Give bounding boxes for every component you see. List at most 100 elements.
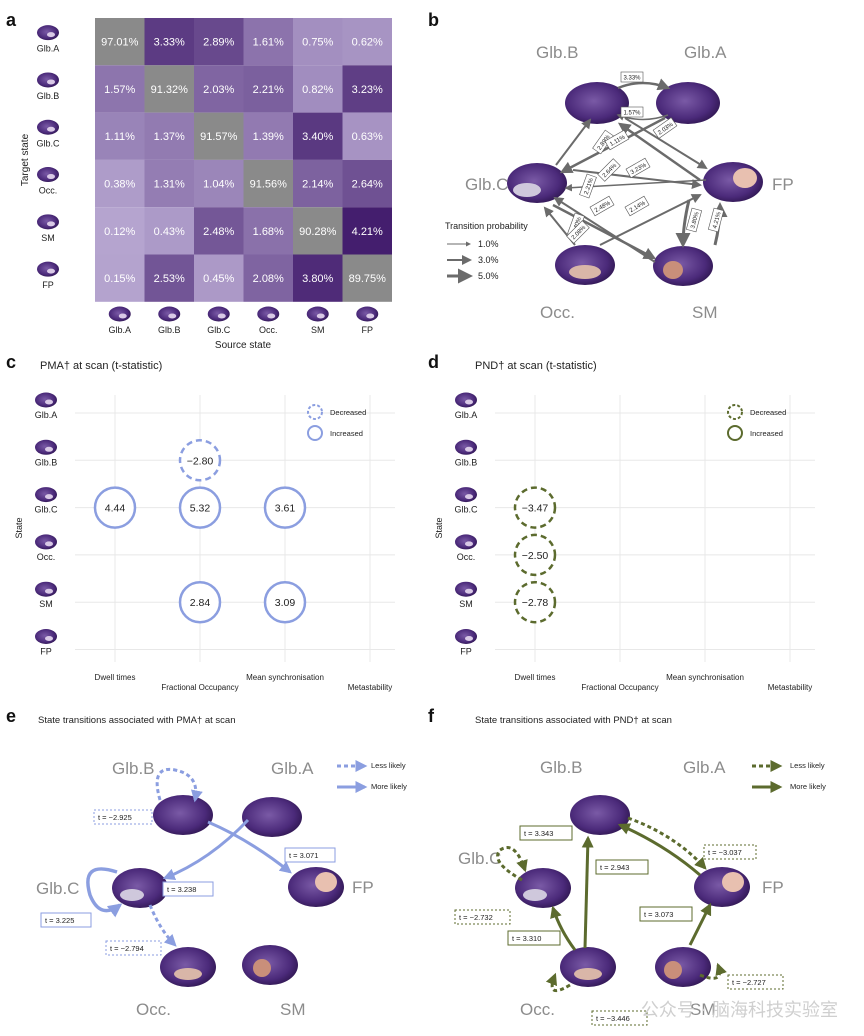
edge-label-text: 2.21% [584,177,596,196]
edge-arrow [617,78,671,91]
heatmap-cell [194,112,244,160]
state-label: FP [460,647,472,657]
edge-arrow [553,196,656,263]
watermark: 公众号 · 脑海科技实验室 [640,1000,838,1021]
state-label: Glb.B [455,457,478,467]
panel-letter-d: d [428,352,439,372]
brain-icon [555,245,615,285]
node-occ: Occ. [136,1000,171,1019]
heatmap-col-label: Glb.A [108,325,131,335]
node-glba: Glb.A [684,43,727,62]
edge-arrow [545,972,571,993]
heatmap-cell-label: 1.11% [105,131,136,143]
brain-icon [153,795,213,835]
label-box: t = 2.943 [595,859,649,875]
heatmap-cell-label: 0.12% [104,226,135,238]
brain-icon [35,392,57,408]
edge-arrow [148,904,177,947]
edge-arrow [550,905,577,951]
heatmap-xlabel: Source state [215,340,272,351]
heatmap-col-labels: Glb.A Glb.B Glb.C Occ. SM FP [108,306,379,335]
brain-icon [207,306,230,322]
heatmap-cell-label: 0.15% [104,273,135,285]
legend-decreased: Decreased [750,408,786,417]
stat-point-label: 4.44 [105,503,126,515]
heatmap-cell-label: 2.64% [352,178,383,190]
node-fp: FP [762,878,784,897]
legend-item: 1.0% [478,239,499,249]
brain-icon [455,439,477,455]
edge-arrow [599,194,702,246]
node-glbc: Glb.C [465,175,508,194]
brain-icon [35,629,57,644]
edge-arrow [581,835,594,949]
label-box: t = 3.238 [162,881,214,897]
edge-arrow [552,203,657,260]
heatmap-cell-label: 2.14% [302,178,333,190]
brain-icon [653,246,713,286]
edge-arrow [624,117,708,170]
brain-icon [242,797,302,837]
label-box: t = 3.071 [284,847,336,863]
heatmap-cell-label: 0.45% [203,273,234,285]
panel-f-network: Glb.B Glb.A Glb.C FP Occ. SM t = 3.343 t… [454,758,826,1026]
panel-e-network: Glb.B Glb.A Glb.C FP Occ. SM t = −2.925 … [36,759,407,1019]
heatmap-cell [144,112,194,160]
panel-d-plot: Glb.A Glb.B Glb.C Occ. SM FP State Dwell times F… [434,392,815,692]
label-box: t = −2.727 [727,974,784,990]
stat-point [178,486,222,529]
node-glba: Glb.A [271,759,314,778]
brain-icon [703,162,763,202]
stat-point-label: 5.32 [190,503,211,515]
metric-label: Dwell times [515,673,556,682]
heatmap-cell-label: 0.43% [154,226,185,238]
heatmap-row-label: Occ. [39,186,58,196]
state-label: Glb.A [455,410,478,420]
label-box: t = −2.925 [93,809,153,825]
label-box: t = −2.794 [105,940,162,956]
heatmap-cell [293,207,343,255]
heatmap-cell-label: 2.03% [203,84,234,96]
node-glba: Glb.A [683,758,726,777]
brain-icon [455,487,477,503]
brain-icon [570,795,630,835]
heatmap-cell [194,207,244,255]
heatmap-cell-label: 1.68% [253,226,284,238]
heatmap-col-label: SM [311,325,325,335]
panel-e-title: State transitions associated with PMA† a… [38,715,236,726]
edge-arrow [162,818,250,881]
brain-icon [242,945,298,985]
heatmap-cell-label: 1.04% [203,178,234,190]
metric-label: Mean synchronisation [246,673,324,682]
legend-item: 5.0% [478,271,499,281]
heatmap-cell-label: 3.80% [302,273,333,285]
t-label: t = 3.073 [644,910,673,919]
panel-c-title: PMA† at scan (t-statistic) [40,360,162,372]
legend-increased: Increased [750,429,783,438]
brain-icon [655,947,711,987]
heatmap-cell [342,254,392,302]
heatmap-cell [243,112,293,160]
edge-label: 4.21% [707,207,725,233]
brain-icon [37,167,59,183]
edge-label: 3.33% [620,71,644,83]
heatmap-row-label: FP [42,280,54,290]
heatmap-cell [95,18,145,66]
brain-icon [37,214,59,230]
heatmap-cell [293,18,343,66]
brain-icon [37,25,59,41]
node-fp: FP [352,878,374,897]
brain-icon [288,867,344,907]
node-occ: Occ. [540,303,575,322]
heatmap-row-labels: Glb.A Glb.B Glb.C Occ. SM FP [36,25,60,290]
label-box: t = −3.037 [703,844,757,860]
heatmap-cell [95,254,145,302]
t-label: t = 3.071 [289,851,318,860]
t-label: t = −2.925 [98,813,132,822]
heatmap-cell-label: 0.75% [302,37,333,49]
edge-label: 3.23% [625,157,651,179]
brain-icon [455,581,477,597]
brain-icon [455,629,477,644]
stat-point-label: −2.78 [522,597,549,609]
brain-icon [565,82,629,124]
